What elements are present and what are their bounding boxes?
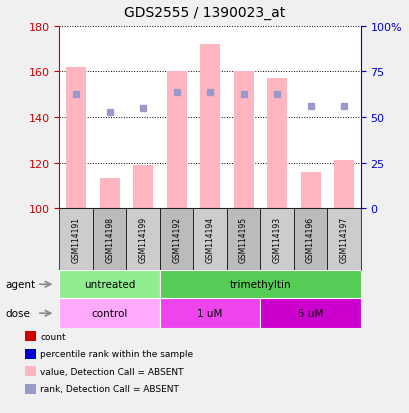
Bar: [326, 209, 360, 271]
Bar: [66, 68, 86, 209]
Text: GSM114199: GSM114199: [138, 216, 147, 263]
Bar: [260, 209, 293, 271]
Bar: [25, 384, 36, 394]
Bar: [25, 366, 36, 376]
Text: untreated: untreated: [84, 280, 135, 290]
Text: GDS2555 / 1390023_at: GDS2555 / 1390023_at: [124, 6, 285, 20]
Bar: [166, 72, 186, 209]
Text: GSM114196: GSM114196: [306, 216, 314, 263]
Bar: [226, 209, 260, 271]
Bar: [160, 299, 260, 328]
Text: GSM114193: GSM114193: [272, 216, 281, 263]
Bar: [200, 45, 220, 209]
Bar: [133, 165, 153, 209]
Bar: [233, 72, 253, 209]
Text: GSM114197: GSM114197: [339, 216, 348, 263]
Text: 5 uM: 5 uM: [297, 309, 322, 318]
Bar: [333, 161, 353, 209]
Bar: [160, 209, 193, 271]
Text: dose: dose: [5, 309, 30, 318]
Text: rank, Detection Call = ABSENT: rank, Detection Call = ABSENT: [40, 384, 179, 393]
Bar: [25, 332, 36, 342]
Text: trimethyltin: trimethyltin: [229, 280, 290, 290]
Text: GSM114195: GSM114195: [238, 216, 247, 263]
Bar: [126, 209, 160, 271]
Bar: [25, 349, 36, 359]
Text: percentile rank within the sample: percentile rank within the sample: [40, 349, 193, 358]
Text: GSM114192: GSM114192: [172, 216, 181, 263]
Bar: [300, 172, 320, 209]
Text: control: control: [91, 309, 128, 318]
Bar: [59, 209, 93, 271]
Bar: [59, 271, 160, 299]
Text: count: count: [40, 332, 65, 341]
Text: GSM114194: GSM114194: [205, 216, 214, 263]
Bar: [160, 271, 360, 299]
Text: GSM114198: GSM114198: [105, 216, 114, 263]
Bar: [99, 179, 119, 209]
Bar: [59, 299, 160, 328]
Bar: [193, 209, 226, 271]
Text: value, Detection Call = ABSENT: value, Detection Call = ABSENT: [40, 367, 183, 376]
Text: GSM114191: GSM114191: [72, 216, 81, 263]
Bar: [93, 209, 126, 271]
Bar: [293, 209, 326, 271]
Bar: [260, 299, 360, 328]
Text: agent: agent: [5, 280, 35, 290]
Text: 1 uM: 1 uM: [197, 309, 222, 318]
Bar: [266, 79, 286, 209]
